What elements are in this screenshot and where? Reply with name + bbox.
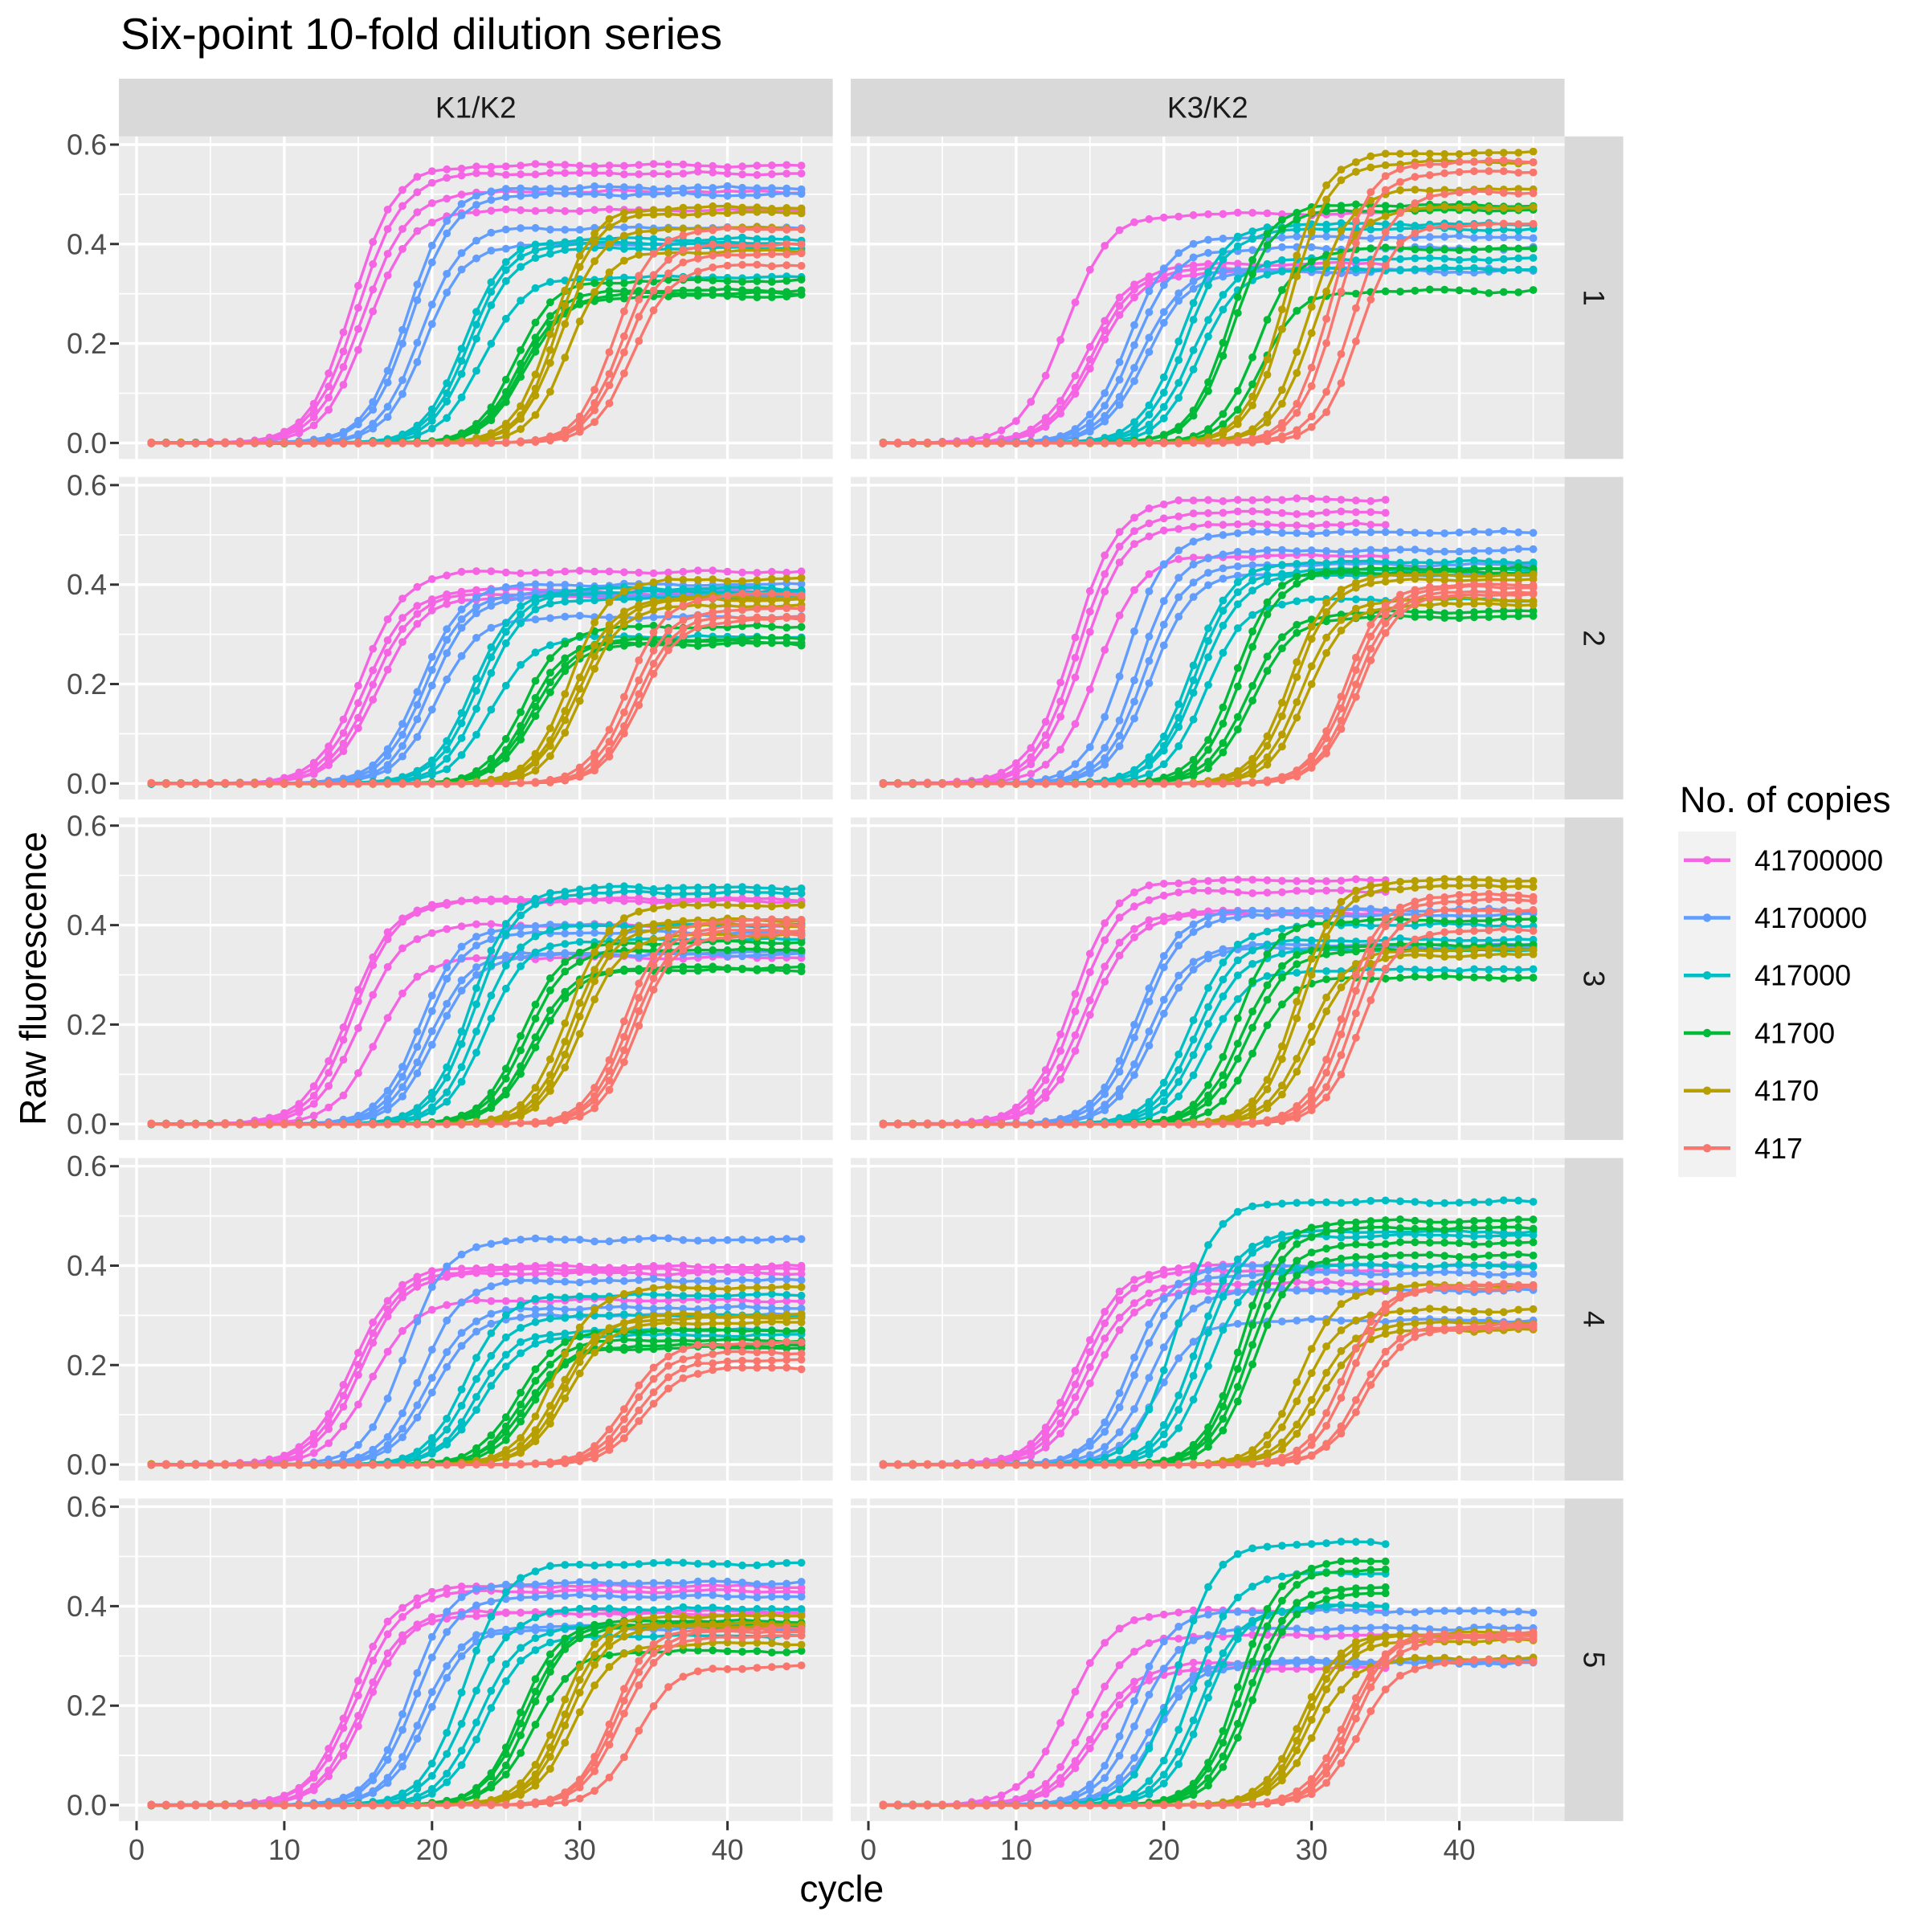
svg-text:cycle: cycle	[799, 1868, 884, 1910]
svg-text:10: 10	[1000, 1833, 1032, 1866]
svg-text:1: 1	[1578, 289, 1611, 306]
svg-text:10: 10	[268, 1833, 300, 1866]
svg-text:0.0: 0.0	[67, 767, 107, 800]
svg-text:0.2: 0.2	[67, 327, 107, 360]
svg-text:20: 20	[1148, 1833, 1180, 1866]
svg-text:0.6: 0.6	[67, 468, 107, 501]
svg-text:0.6: 0.6	[67, 1490, 107, 1523]
svg-text:0.0: 0.0	[67, 1108, 107, 1141]
svg-text:4170: 4170	[1754, 1074, 1819, 1107]
svg-text:40: 40	[712, 1833, 744, 1866]
svg-text:0.2: 0.2	[67, 1008, 107, 1041]
svg-text:41700000: 41700000	[1754, 843, 1883, 876]
svg-text:40: 40	[1444, 1833, 1476, 1866]
svg-text:417: 417	[1754, 1132, 1803, 1165]
svg-text:K1/K2: K1/K2	[435, 91, 517, 124]
svg-text:0.4: 0.4	[67, 568, 107, 601]
svg-text:2: 2	[1578, 630, 1611, 647]
svg-text:4170000: 4170000	[1754, 901, 1867, 934]
svg-text:0.0: 0.0	[67, 1448, 107, 1481]
svg-text:4: 4	[1578, 1311, 1611, 1328]
svg-text:0.2: 0.2	[67, 1689, 107, 1722]
svg-text:41700: 41700	[1754, 1017, 1835, 1050]
svg-text:0.4: 0.4	[67, 1249, 107, 1282]
svg-text:K3/K2: K3/K2	[1167, 91, 1248, 124]
svg-text:3: 3	[1578, 970, 1611, 987]
svg-text:0.6: 0.6	[67, 1150, 107, 1182]
svg-text:0.6: 0.6	[67, 809, 107, 842]
svg-text:417000: 417000	[1754, 959, 1851, 992]
svg-text:20: 20	[416, 1833, 448, 1866]
svg-text:0.0: 0.0	[67, 427, 107, 460]
svg-text:0.4: 0.4	[67, 227, 107, 260]
svg-text:Six-point 10-fold dilution ser: Six-point 10-fold dilution series	[120, 9, 722, 59]
svg-text:0: 0	[860, 1833, 876, 1866]
svg-text:No. of copies: No. of copies	[1680, 779, 1891, 820]
svg-text:30: 30	[1296, 1833, 1328, 1866]
svg-text:0.4: 0.4	[67, 909, 107, 941]
svg-text:Raw fluorescence: Raw fluorescence	[12, 831, 54, 1125]
svg-text:0.4: 0.4	[67, 1590, 107, 1623]
svg-text:0.2: 0.2	[67, 668, 107, 701]
svg-text:0.2: 0.2	[67, 1349, 107, 1382]
svg-text:0: 0	[129, 1833, 145, 1866]
svg-text:0.6: 0.6	[67, 129, 107, 161]
svg-text:5: 5	[1578, 1652, 1611, 1669]
svg-text:30: 30	[564, 1833, 596, 1866]
svg-text:0.0: 0.0	[67, 1789, 107, 1822]
